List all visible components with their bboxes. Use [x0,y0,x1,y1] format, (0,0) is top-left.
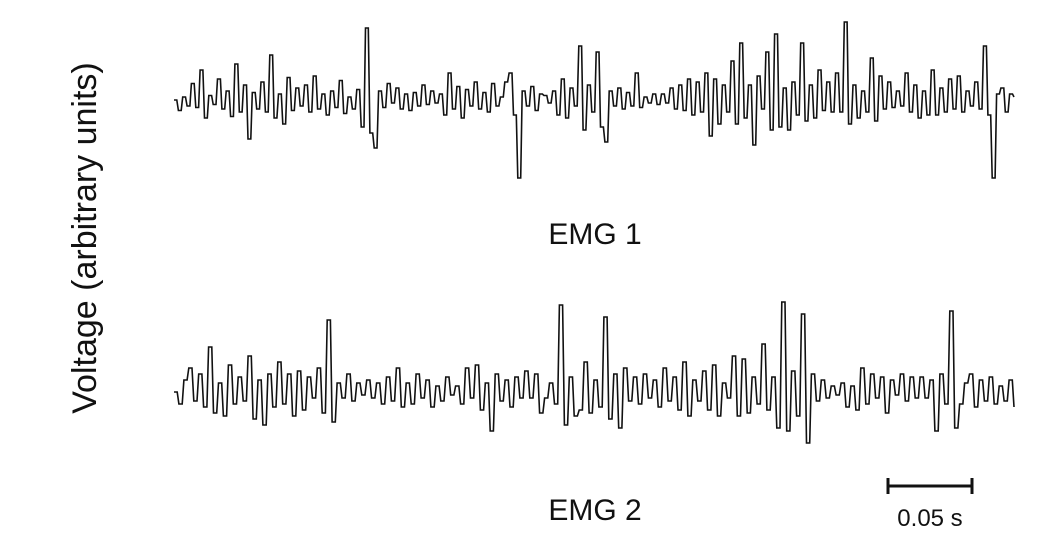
scale-bar: 0.05 s [886,478,974,532]
emg1-trace [174,21,1015,179]
y-axis-label: Voltage (arbitrary units) [66,62,104,414]
scale-bar-label: 0.05 s [897,505,962,532]
emg2-trace-group [174,301,1015,444]
emg1-trace-group [174,21,1015,179]
scale-bar-line [886,478,974,494]
emg2-label: EMG 2 [548,494,641,527]
emg2-trace [174,301,1015,444]
emg1-label: EMG 1 [548,218,641,251]
